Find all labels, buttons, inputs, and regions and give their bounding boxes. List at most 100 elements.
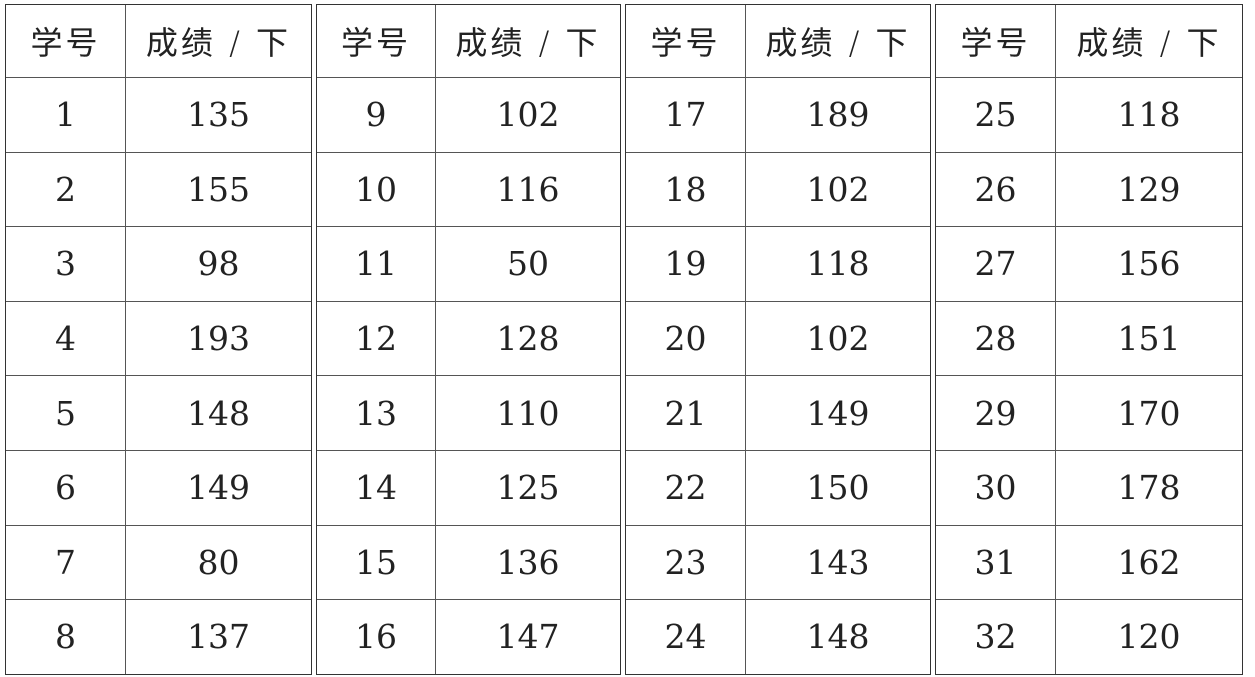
table-row: 17 189 <box>626 77 930 152</box>
table-row: 1 135 <box>6 77 311 152</box>
score-cell: 143 <box>806 542 870 582</box>
student-id-cell: 30 <box>936 450 1056 525</box>
column-header-score: 成绩 / 下 <box>1076 24 1222 62</box>
student-id-cell: 19 <box>626 227 746 301</box>
table-row: 3 98 <box>6 226 311 301</box>
score-cell: 128 <box>496 319 560 359</box>
score-cell: 129 <box>1117 169 1181 209</box>
table-row: 27 156 <box>936 226 1242 301</box>
student-id-cell: 29 <box>936 376 1056 450</box>
score-cell: 118 <box>806 244 870 284</box>
table-row: 4 193 <box>6 300 311 376</box>
score-cell: 193 <box>187 319 250 359</box>
student-id-cell: 18 <box>626 152 746 227</box>
table-row: 28 151 <box>936 300 1242 376</box>
table-row: 6 149 <box>6 449 311 525</box>
score-cell: 102 <box>496 95 560 135</box>
table-row: 10 116 <box>317 151 620 227</box>
table-row: 16 147 <box>317 599 620 674</box>
table-row: 19 118 <box>626 226 930 301</box>
score-cell: 50 <box>507 244 549 284</box>
table-row: 26 129 <box>936 151 1242 227</box>
table-row: 21 149 <box>626 375 930 450</box>
table-row: 14 125 <box>317 449 620 525</box>
table-row: 12 128 <box>317 300 620 376</box>
score-table: 学号 成绩 / 下 1 135 2 155 3 98 4 193 5 148 6 149 7 80 8 137 学号… <box>5 4 1243 675</box>
student-id-cell: 11 <box>317 227 436 301</box>
student-id-cell: 32 <box>936 600 1056 674</box>
student-id-cell: 6 <box>6 450 126 525</box>
table-row: 32 120 <box>936 599 1242 674</box>
column-header-score: 成绩 / 下 <box>145 24 292 62</box>
table-row: 18 102 <box>626 151 930 227</box>
student-id-cell: 3 <box>6 227 126 301</box>
score-cell: 120 <box>1117 617 1181 657</box>
table-row: 15 136 <box>317 524 620 600</box>
student-id-cell: 27 <box>936 227 1056 301</box>
student-id-cell: 17 <box>626 78 746 152</box>
score-cell: 125 <box>496 468 560 508</box>
student-id-cell: 8 <box>6 600 126 674</box>
score-cell: 135 <box>187 95 250 135</box>
score-cell: 147 <box>496 617 560 657</box>
score-cell: 151 <box>1117 319 1181 359</box>
student-id-cell: 31 <box>936 525 1056 600</box>
score-cell: 102 <box>806 319 870 359</box>
student-id-cell: 12 <box>317 301 436 376</box>
score-cell: 80 <box>197 542 240 582</box>
column-header-id: 学号 <box>936 5 1056 77</box>
table-row: 8 137 <box>6 599 311 674</box>
student-id-cell: 26 <box>936 152 1056 227</box>
score-cell: 110 <box>496 393 560 433</box>
score-cell: 155 <box>187 169 250 209</box>
score-cell: 102 <box>806 169 870 209</box>
student-id-cell: 2 <box>6 152 126 227</box>
student-id-cell: 22 <box>626 450 746 525</box>
table-row: 24 148 <box>626 599 930 674</box>
student-id-cell: 25 <box>936 78 1056 152</box>
student-id-cell: 23 <box>626 525 746 600</box>
student-id-cell: 10 <box>317 152 436 227</box>
column-header-id: 学号 <box>626 5 746 77</box>
score-cell: 118 <box>1117 95 1181 135</box>
student-id-cell: 4 <box>6 301 126 376</box>
table-row: 2 155 <box>6 151 311 227</box>
table-row: 20 102 <box>626 300 930 376</box>
table-row: 25 118 <box>936 77 1242 152</box>
student-id-cell: 9 <box>317 78 436 152</box>
table-group: 学号 成绩 / 下 17 189 18 102 19 118 20 102 21 149 22 150 23… <box>625 4 931 675</box>
score-cell: 178 <box>1117 468 1181 508</box>
student-id-cell: 13 <box>317 376 436 450</box>
student-id-cell: 21 <box>626 376 746 450</box>
table-row: 5 148 <box>6 375 311 450</box>
score-cell: 148 <box>806 617 870 657</box>
score-cell: 98 <box>197 244 240 284</box>
header-row: 学号 成绩 / 下 <box>6 5 311 77</box>
table-row: 7 80 <box>6 524 311 600</box>
score-cell: 150 <box>806 468 870 508</box>
table-row: 13 110 <box>317 375 620 450</box>
table-group: 学号 成绩 / 下 9 102 10 116 11 50 12 128 13 110 14 125 15 13… <box>316 4 621 675</box>
score-cell: 170 <box>1117 393 1181 433</box>
score-cell: 149 <box>187 468 250 508</box>
column-header-id: 学号 <box>6 5 126 77</box>
score-cell: 162 <box>1117 542 1181 582</box>
student-id-cell: 1 <box>6 78 126 152</box>
student-id-cell: 5 <box>6 376 126 450</box>
table-row: 31 162 <box>936 524 1242 600</box>
table-group: 学号 成绩 / 下 25 118 26 129 27 156 28 151 29 170 30 178 31… <box>935 4 1243 675</box>
score-cell: 149 <box>806 393 870 433</box>
column-header-id: 学号 <box>317 5 436 77</box>
header-row: 学号 成绩 / 下 <box>626 5 930 77</box>
table-row: 11 50 <box>317 226 620 301</box>
score-cell: 116 <box>496 169 560 209</box>
student-id-cell: 7 <box>6 525 126 600</box>
table-row: 23 143 <box>626 524 930 600</box>
table-row: 22 150 <box>626 449 930 525</box>
header-row: 学号 成绩 / 下 <box>317 5 620 77</box>
table-row: 29 170 <box>936 375 1242 450</box>
table-row: 30 178 <box>936 449 1242 525</box>
student-id-cell: 24 <box>626 600 746 674</box>
student-id-cell: 16 <box>317 600 436 674</box>
student-id-cell: 20 <box>626 301 746 376</box>
